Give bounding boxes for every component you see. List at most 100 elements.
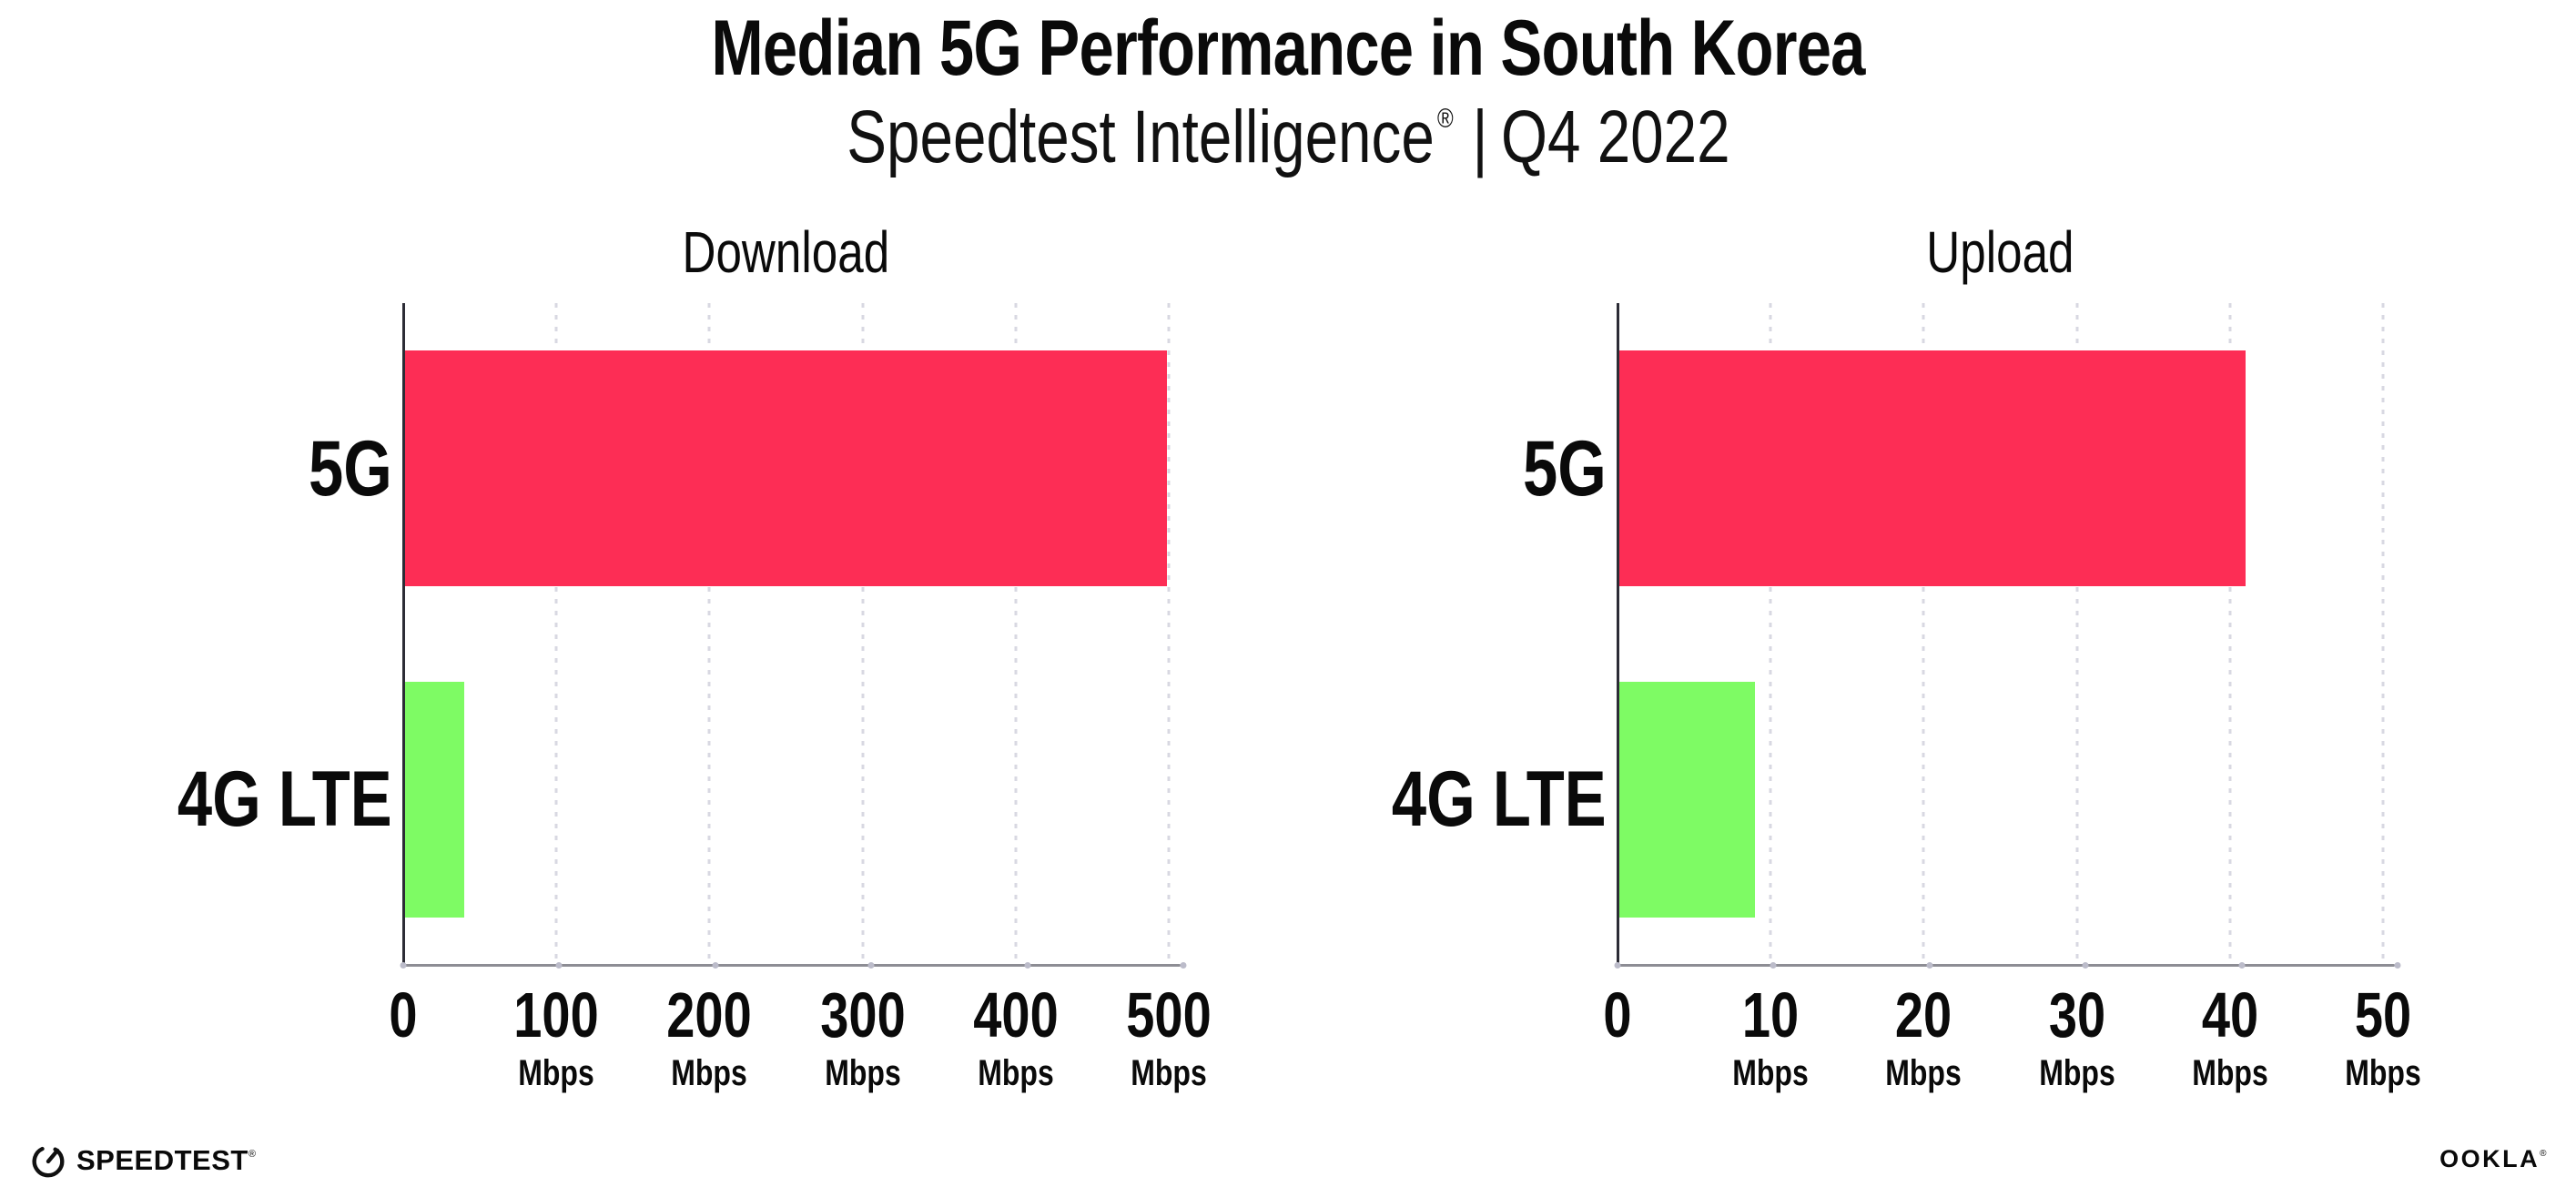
category-row: 5G [205, 303, 403, 634]
page-subtitle: Speedtest Intelligence ® | Q4 2022 [0, 100, 2576, 175]
subtitle-brand: Speedtest Intelligence [846, 96, 1435, 178]
x-tick: 100 Mbps [503, 983, 610, 1091]
axis-tick-dot [2238, 962, 2246, 969]
page-title: Median 5G Performance in South Korea [0, 9, 2576, 87]
axis-tick-dot [1614, 962, 1621, 969]
x-tick-number: 40 [2201, 979, 2258, 1050]
x-tick-unit: Mbps [1131, 1053, 1207, 1093]
x-tick: 500 Mbps [1116, 983, 1222, 1091]
gridline [707, 303, 711, 965]
bar-4g-lte [1618, 681, 1756, 918]
page-subtitle-text: Speedtest Intelligence ® | Q4 2022 [847, 100, 1729, 175]
gridline [861, 303, 865, 965]
category-label-5g: 5G [309, 424, 392, 512]
x-tick: 20 Mbps [1876, 983, 1971, 1091]
x-axis-ticks: 0 10 Mbps 20 Mbps 30 Mbps 40 Mbps 50 Mbps [1603, 979, 2420, 1120]
bar-5g [403, 350, 1168, 587]
x-tick: 400 Mbps [962, 983, 1069, 1091]
axis-tick-dot [867, 962, 875, 969]
x-tick-number: 20 [1895, 979, 1952, 1050]
x-tick-number: 10 [1742, 979, 1800, 1050]
x-tick-number: 50 [2354, 979, 2412, 1050]
axis-tick-dot [1926, 962, 1933, 969]
speedtest-wordmark-text: SPEEDTEST [76, 1143, 248, 1176]
x-axis-line [1614, 962, 2401, 969]
plot-area [400, 303, 1187, 969]
category-label-4g-lte: 4G LTE [1392, 756, 1607, 844]
panel-body: 5G 4G LTE [177, 303, 1206, 969]
speedtest-gauge-icon [32, 1146, 65, 1178]
bar-row [1618, 303, 2383, 634]
category-row: 4G LTE [177, 634, 403, 966]
ookla-reg-icon: ® [2540, 1149, 2549, 1159]
x-tick-number: 30 [2048, 979, 2105, 1050]
panel-upload: Upload 5G 4G LTE 0 10 Mbps 20 Mbps 30 Mbps 40 Mbp… [1392, 223, 2421, 1120]
bar-row [1618, 634, 2383, 966]
category-row: 5G [1419, 303, 1618, 634]
x-tick-unit: Mbps [2345, 1053, 2421, 1093]
gridline [1769, 303, 1772, 965]
x-tick-number: 100 [513, 979, 599, 1050]
axis-tick-dot [712, 962, 719, 969]
x-axis-line [400, 962, 1187, 969]
x-tick: 50 Mbps [2336, 983, 2430, 1091]
bar-4g-lte [403, 681, 465, 918]
panel-title: Download [403, 223, 1169, 281]
x-tick-unit: Mbps [978, 1053, 1054, 1093]
x-tick: 0 [386, 983, 421, 1047]
speedtest-logo: SPEEDTEST® [29, 1141, 256, 1179]
gridline [554, 303, 558, 965]
subtitle-separator: | [1472, 96, 1488, 178]
axis-tick-dot [2082, 962, 2089, 969]
x-tick: 30 Mbps [2029, 983, 2124, 1091]
category-axis: 5G 4G LTE [177, 303, 403, 966]
category-row: 4G LTE [1392, 634, 1618, 966]
panel-body: 5G 4G LTE [1392, 303, 2420, 969]
x-tick-unit: Mbps [671, 1053, 748, 1093]
bar-5g [1618, 350, 2246, 587]
x-tick-number: 200 [666, 979, 753, 1050]
ookla-wordmark-text: OOKLA [2439, 1145, 2541, 1172]
axis-tick-dot [555, 962, 563, 969]
x-tick-number: 0 [389, 979, 418, 1050]
x-tick-unit: Mbps [1732, 1053, 1809, 1093]
panel-title-text: Upload [1926, 219, 2074, 285]
ookla-logo: OOKLA® [2439, 1147, 2549, 1172]
page-title-text: Median 5G Performance in South Korea [711, 5, 1865, 92]
speedtest-wordmark: SPEEDTEST® [76, 1146, 256, 1174]
x-tick-unit: Mbps [1885, 1053, 1962, 1093]
gridline [2228, 303, 2232, 965]
x-tick-unit: Mbps [2192, 1053, 2268, 1093]
category-label-4g-lte: 4G LTE [177, 756, 392, 844]
axis-tick-dot [400, 962, 407, 969]
gridline [2075, 303, 2079, 965]
x-tick: 10 Mbps [1723, 983, 1818, 1091]
y-axis-line [1617, 303, 1619, 965]
x-tick-unit: Mbps [2038, 1053, 2115, 1093]
bars-layer [1618, 303, 2383, 965]
panel-title-text: Download [682, 219, 890, 285]
x-tick-number: 300 [819, 979, 906, 1050]
x-tick-number: 500 [1126, 979, 1212, 1050]
category-axis: 5G 4G LTE [1392, 303, 1618, 966]
y-axis-line [402, 303, 405, 965]
x-tick-number: 400 [973, 979, 1059, 1050]
x-tick: 0 [1600, 983, 1636, 1047]
x-tick-unit: Mbps [824, 1053, 901, 1093]
panel-title: Upload [1618, 223, 2383, 281]
axis-tick-dot [2394, 962, 2401, 969]
axis-tick-dot [1024, 962, 1031, 969]
x-tick-unit: Mbps [518, 1053, 594, 1093]
bar-row [403, 634, 1169, 966]
registered-trademark-icon: ® [1436, 104, 1454, 134]
x-tick: 200 Mbps [656, 983, 763, 1091]
gridline [1922, 303, 1925, 965]
gridline [1014, 303, 1018, 965]
axis-tick-dot [1180, 962, 1187, 969]
plot-area [1614, 303, 2401, 969]
header: Median 5G Performance in South Korea Spe… [0, 9, 2576, 175]
axis-tick-dot [1770, 962, 1777, 969]
x-tick-number: 0 [1603, 979, 1632, 1050]
subtitle-period: Q4 2022 [1500, 96, 1730, 178]
